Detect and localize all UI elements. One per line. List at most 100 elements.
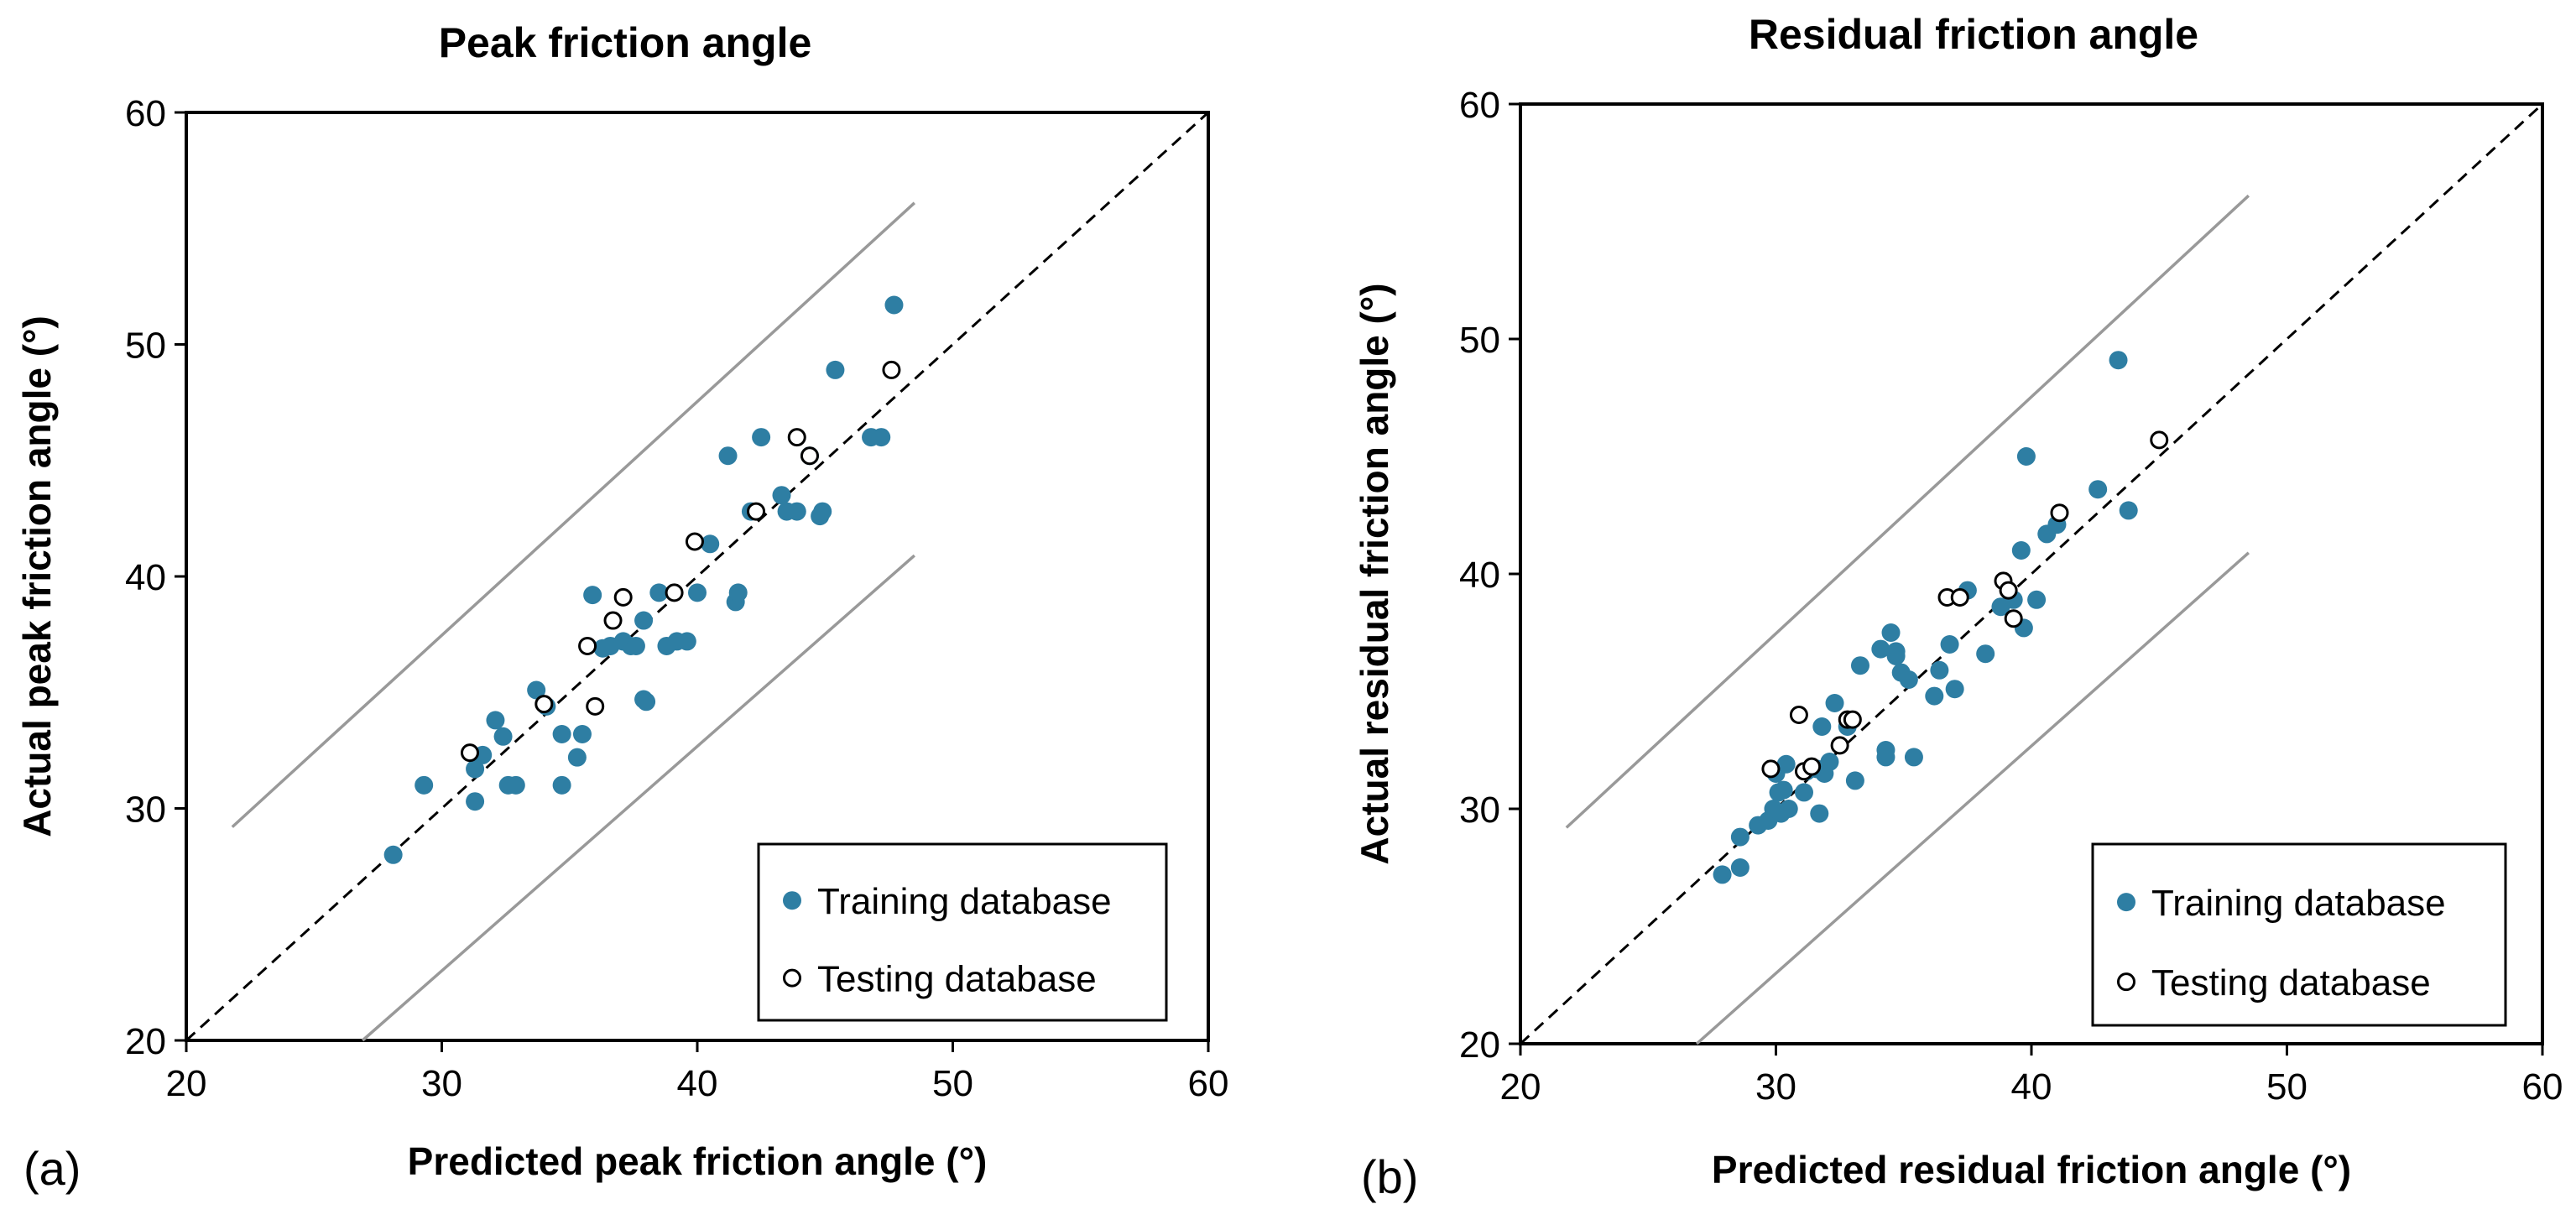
training-point bbox=[1886, 647, 1906, 665]
training-point bbox=[718, 446, 738, 466]
testing-series bbox=[460, 360, 901, 763]
training-point bbox=[701, 534, 720, 554]
training-point bbox=[1871, 639, 1890, 659]
training-point bbox=[1925, 686, 1944, 706]
x-tick-label: 50 bbox=[2266, 1066, 2307, 1108]
testing-point bbox=[882, 360, 901, 379]
training-series bbox=[383, 295, 904, 864]
training-point bbox=[634, 611, 654, 630]
testing-point bbox=[1999, 581, 2018, 600]
training-point bbox=[2088, 480, 2108, 499]
legend-training-marker bbox=[2117, 893, 2135, 912]
training-point bbox=[486, 711, 505, 730]
y-axis-label: Actual peak friction angle (°) bbox=[15, 315, 59, 837]
y-tick-label: 50 bbox=[1459, 320, 1500, 361]
x-tick-label: 50 bbox=[932, 1063, 973, 1104]
training-point bbox=[1850, 656, 1869, 675]
chart-title: Peak friction angle bbox=[439, 19, 812, 66]
training-point bbox=[637, 692, 656, 712]
testing-point bbox=[586, 696, 605, 716]
legend-testing-marker bbox=[2117, 972, 2135, 992]
testing-point bbox=[665, 583, 684, 602]
legend: Training database Testing database bbox=[2091, 842, 2507, 1027]
y-tick-label: 60 bbox=[125, 93, 166, 134]
training-point bbox=[1940, 635, 1959, 654]
training-point bbox=[552, 725, 571, 744]
testing-point bbox=[613, 587, 633, 607]
testing-point bbox=[1802, 757, 1822, 776]
testing-point bbox=[460, 743, 479, 763]
x-tick-label: 60 bbox=[1188, 1063, 1229, 1104]
y-tick-label: 20 bbox=[1459, 1024, 1500, 1066]
training-point bbox=[826, 360, 845, 379]
training-point bbox=[1774, 780, 1793, 800]
training-point bbox=[1730, 827, 1749, 847]
y-axis-label: Actual residual friction angle (°) bbox=[1353, 283, 1396, 864]
training-point bbox=[1899, 670, 1918, 689]
training-point bbox=[527, 680, 546, 700]
training-point bbox=[1794, 783, 1813, 802]
training-point bbox=[1930, 660, 1949, 680]
x-axis-label: Predicted residual friction angle (°) bbox=[1712, 1148, 2351, 1191]
x-tick-label: 20 bbox=[1500, 1066, 1541, 1108]
chart-panel-a: 20 30 40 50 60 20 30 40 50 60 Training database Tes… bbox=[15, 19, 1228, 1195]
testing-point bbox=[1830, 736, 1849, 755]
testing-point bbox=[685, 532, 704, 551]
training-point bbox=[1825, 694, 1844, 712]
testing-point bbox=[2150, 430, 2169, 450]
training-point bbox=[1876, 748, 1895, 767]
training-point bbox=[1945, 680, 1964, 699]
training-point bbox=[1820, 753, 1839, 771]
x-tick-label: 30 bbox=[1755, 1066, 1796, 1108]
training-point bbox=[2119, 501, 2138, 520]
chart-title: Residual friction angle bbox=[1749, 11, 2198, 58]
legend-training-marker bbox=[783, 891, 801, 910]
training-point bbox=[688, 583, 707, 602]
testing-point bbox=[1950, 588, 1969, 607]
lower-bound-line bbox=[1695, 551, 2250, 1045]
training-point bbox=[872, 428, 891, 447]
chart-panel-b: 20 30 40 50 60 20 30 40 50 60 Training database Tes… bbox=[1353, 11, 2563, 1203]
training-point bbox=[1776, 754, 1796, 774]
training-point bbox=[572, 725, 592, 744]
training-point bbox=[1713, 865, 1732, 884]
panel-label: (b) bbox=[1361, 1150, 1418, 1203]
testing-point bbox=[2050, 503, 2069, 523]
legend: Training database Testing database bbox=[757, 842, 1168, 1022]
testing-point bbox=[578, 636, 597, 655]
x-tick-label: 20 bbox=[166, 1063, 207, 1104]
training-point bbox=[1904, 748, 1923, 767]
y-tick-label: 40 bbox=[1459, 555, 1500, 596]
y-tick-label: 50 bbox=[125, 326, 166, 367]
x-tick-label: 30 bbox=[421, 1063, 462, 1104]
legend-box bbox=[2091, 842, 2507, 1027]
training-point bbox=[1845, 771, 1864, 790]
training-point bbox=[752, 428, 771, 447]
training-point bbox=[1881, 623, 1901, 642]
training-series bbox=[1713, 351, 2138, 884]
y-tick-label: 20 bbox=[125, 1021, 166, 1062]
lower-bound-line bbox=[361, 554, 915, 1042]
y-tick-label: 30 bbox=[125, 790, 166, 831]
legend-box bbox=[757, 842, 1168, 1022]
training-point bbox=[1812, 717, 1832, 736]
training-point bbox=[649, 583, 669, 602]
training-point bbox=[2109, 351, 2128, 370]
training-point bbox=[493, 727, 513, 746]
y-tick-label: 40 bbox=[125, 557, 166, 598]
training-point bbox=[583, 586, 602, 605]
training-point bbox=[728, 583, 748, 602]
y-tick-label: 30 bbox=[1459, 790, 1500, 831]
legend-testing-label: Testing database bbox=[817, 959, 1097, 1000]
legend-training-label: Training database bbox=[817, 881, 1112, 922]
training-point bbox=[884, 295, 904, 315]
training-point bbox=[2027, 590, 2047, 609]
testing-point bbox=[1761, 759, 1781, 779]
y-tick-label: 60 bbox=[1459, 85, 1500, 126]
upper-bound-line bbox=[231, 201, 916, 828]
testing-point bbox=[787, 428, 806, 447]
training-point bbox=[787, 502, 806, 521]
testing-point bbox=[1789, 706, 1808, 724]
training-point bbox=[1779, 800, 1798, 818]
